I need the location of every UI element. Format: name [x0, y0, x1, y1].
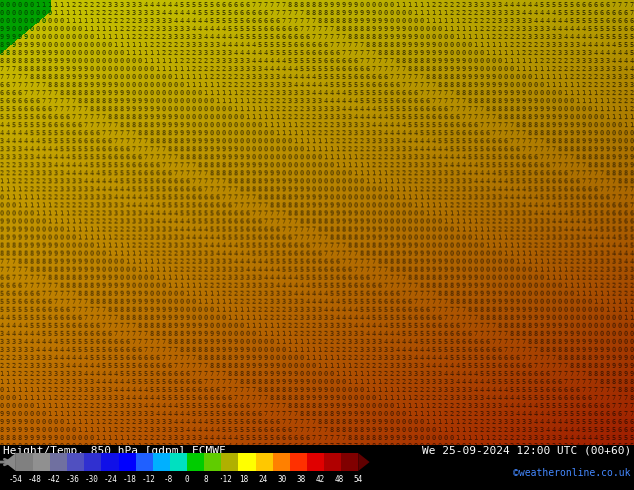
Text: -12: -12	[142, 475, 156, 484]
Text: Height/Temp. 850 hPa [gdpm] ECMWF: Height/Temp. 850 hPa [gdpm] ECMWF	[3, 446, 226, 456]
Bar	[16, 453, 33, 471]
Text: -54: -54	[9, 475, 23, 484]
Text: ·12: ·12	[218, 475, 232, 484]
Bar	[170, 453, 187, 471]
Polygon shape	[4, 453, 16, 471]
Bar	[136, 453, 153, 471]
Bar	[153, 453, 170, 471]
Text: We 25-09-2024 12:00 UTC (00+60): We 25-09-2024 12:00 UTC (00+60)	[422, 446, 631, 456]
Bar	[273, 453, 290, 471]
Bar	[307, 453, 324, 471]
Text: 38: 38	[297, 475, 306, 484]
Bar	[341, 453, 358, 471]
Text: 42: 42	[316, 475, 325, 484]
Text: 54: 54	[354, 475, 363, 484]
Bar	[84, 453, 101, 471]
Text: -30: -30	[85, 475, 99, 484]
Bar	[221, 453, 238, 471]
Polygon shape	[358, 453, 370, 471]
Text: 30: 30	[278, 475, 287, 484]
Bar	[67, 453, 84, 471]
Text: 18: 18	[240, 475, 249, 484]
Text: 48: 48	[335, 475, 344, 484]
Text: ©weatheronline.co.uk: ©weatheronline.co.uk	[514, 468, 631, 478]
Bar	[238, 453, 256, 471]
Text: 8: 8	[204, 475, 209, 484]
Bar	[256, 453, 273, 471]
Bar	[50, 453, 67, 471]
Bar	[204, 453, 221, 471]
Bar	[33, 453, 50, 471]
Bar	[290, 453, 307, 471]
Bar	[101, 453, 119, 471]
Text: -8: -8	[164, 475, 172, 484]
Text: 24: 24	[259, 475, 268, 484]
Bar	[187, 453, 204, 471]
Text: -48: -48	[28, 475, 42, 484]
Text: 0: 0	[184, 475, 190, 484]
Text: -36: -36	[66, 475, 80, 484]
Bar	[324, 453, 341, 471]
Text: -42: -42	[47, 475, 61, 484]
Text: -24: -24	[104, 475, 118, 484]
Bar	[119, 453, 136, 471]
Text: -18: -18	[123, 475, 137, 484]
